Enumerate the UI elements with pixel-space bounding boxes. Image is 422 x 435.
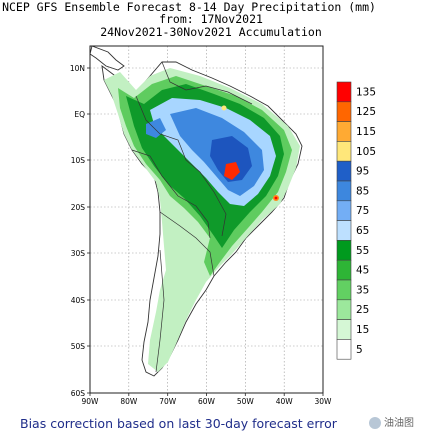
country-borders	[131, 61, 253, 373]
legend-swatch	[336, 101, 352, 122]
legend-label: 105	[356, 146, 376, 158]
legend-label: 15	[356, 324, 369, 336]
legend-label: 25	[356, 304, 369, 316]
legend-swatch	[336, 200, 352, 221]
y-tick-label: 10S	[71, 156, 86, 165]
legend-swatch	[336, 81, 352, 103]
legend-label: 115	[356, 126, 376, 138]
precip-blue-west	[146, 118, 166, 138]
legend-label: 35	[356, 284, 369, 296]
legend-swatch	[336, 121, 352, 142]
precip-max-core	[224, 162, 240, 180]
legend-swatch	[336, 240, 352, 261]
x-tick-label: 40W	[276, 397, 294, 406]
x-tick-label: 60W	[198, 397, 216, 406]
map-title: NCEP GFS Ensemble Forecast 8-14 Day Prec…	[2, 0, 376, 14]
legend-swatch	[336, 160, 352, 182]
legend-label: 5	[356, 344, 363, 356]
legend-label: 65	[356, 225, 369, 237]
legend-swatch	[336, 220, 352, 241]
precip-spot-east-core	[274, 196, 278, 200]
watermark-text: 油油图	[384, 418, 414, 429]
precip-95-105	[210, 136, 252, 182]
y-tick-label: EQ	[74, 110, 85, 119]
legend-swatch	[336, 319, 352, 340]
central-america-land	[90, 46, 125, 71]
legend-swatch	[336, 339, 352, 360]
legend-label: 85	[356, 185, 369, 197]
legend-swatch	[336, 180, 352, 202]
accumulation-period: 24Nov2021-30Nov2021 Accumulation	[100, 25, 322, 39]
x-tick-label: 80W	[120, 397, 138, 406]
watermark: 油油图	[369, 414, 414, 429]
y-tick-label: 40S	[71, 296, 86, 305]
legend-label: 55	[356, 245, 369, 257]
legend-label: 135	[356, 86, 376, 98]
legend-label: 125	[356, 106, 376, 118]
legend-label: 75	[356, 205, 369, 217]
bias-correction-note: Bias correction based on last 30-day for…	[20, 416, 337, 431]
x-tick-label: 50W	[237, 397, 255, 406]
y-tick-label: 20S	[71, 203, 86, 212]
precip-spot-north	[221, 105, 227, 111]
legend-swatch	[336, 279, 352, 301]
x-tick-label: 70W	[159, 397, 177, 406]
legend-label: 45	[356, 265, 369, 277]
forecast-date: from: 17Nov2021	[159, 12, 263, 26]
y-tick-label: 60S	[71, 389, 86, 398]
legend-swatch	[336, 141, 352, 162]
legend-swatch	[336, 259, 352, 281]
legend-label: 95	[356, 166, 369, 178]
watermark-icon	[369, 417, 381, 429]
precipitation-legend: 135 125 115 105 95 85 75 65 55 45 35 25 15 5	[336, 81, 376, 360]
x-tick-label: 30W	[315, 397, 333, 406]
x-tick-label: 90W	[82, 397, 100, 406]
y-tick-label: 30S	[71, 249, 86, 258]
legend-swatch	[336, 299, 352, 320]
y-tick-label: 10N	[70, 64, 85, 73]
y-tick-label: 50S	[71, 342, 86, 351]
